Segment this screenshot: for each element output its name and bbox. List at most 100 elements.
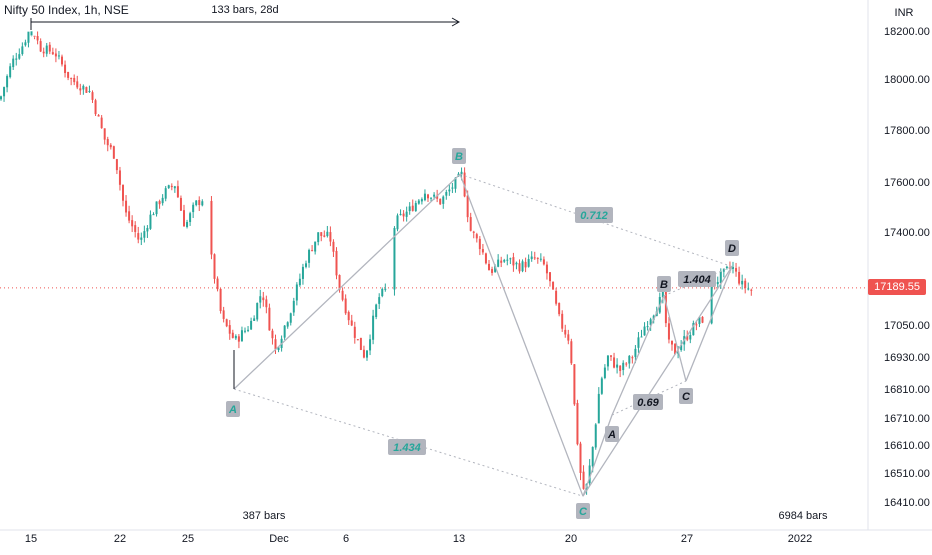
candle-body <box>423 193 426 201</box>
x-tick-label: 22 <box>114 533 126 545</box>
candle-body <box>305 263 307 267</box>
candle-body <box>149 214 152 229</box>
candle-body <box>741 280 744 285</box>
pattern-layer[interactable]: A B C 0.712 1.434 A B C D 0.69 1.404 <box>226 148 739 519</box>
candle-body <box>314 241 317 252</box>
small-ratio-AC-bg[interactable] <box>633 394 663 410</box>
y-tick-label: 18000.00 <box>884 74 930 86</box>
pattern-label-B[interactable]: B <box>455 151 463 163</box>
candle-body <box>164 188 167 199</box>
candle-body <box>247 329 250 331</box>
small-label-A[interactable]: A <box>607 429 616 441</box>
candle-layer <box>0 31 753 495</box>
candle-body <box>91 92 94 100</box>
candle-body <box>320 232 323 236</box>
ratio-label-AC[interactable]: 1.434 <box>393 442 421 454</box>
bars-count-right: 6984 bars <box>779 510 828 522</box>
candle-body <box>521 261 524 272</box>
candle-body <box>646 326 649 328</box>
candle-body <box>430 197 433 199</box>
candle-body <box>738 271 741 284</box>
candle-body <box>375 304 378 317</box>
candle-body <box>109 144 112 148</box>
pattern-label-A[interactable]: A <box>228 404 237 416</box>
symbol-title[interactable]: Nifty 50 Index, 1h, NSE <box>4 3 129 17</box>
small-label-C[interactable]: C <box>682 391 691 403</box>
small-leg-CD <box>685 266 733 382</box>
small-label-B-bg[interactable] <box>657 276 671 292</box>
candle-body <box>268 307 271 331</box>
candle-body <box>588 465 591 484</box>
candle-body <box>488 263 490 271</box>
candle-body <box>472 231 475 233</box>
small-label-D-bg[interactable] <box>725 240 739 256</box>
candle-body <box>173 186 176 189</box>
candle-body <box>155 201 158 215</box>
candle-body <box>362 349 365 358</box>
candle-body <box>619 365 622 371</box>
candle-body <box>106 139 109 146</box>
pattern-label-C-bg[interactable] <box>576 503 590 519</box>
candle-body <box>283 325 286 338</box>
pattern-ratio-line-AC <box>233 388 584 497</box>
candle-body <box>57 55 60 57</box>
candle-body <box>481 249 484 253</box>
candle-body <box>240 330 243 342</box>
ratio-label-BD-bg[interactable] <box>575 207 613 223</box>
candle-body <box>347 312 350 321</box>
candle-body <box>405 211 408 217</box>
candle-body <box>536 257 539 259</box>
candle-body <box>469 217 472 231</box>
y-tick-label: 16930.00 <box>884 352 930 364</box>
small-label-B[interactable]: B <box>660 279 668 291</box>
candle-body <box>210 200 213 255</box>
candle-body <box>222 310 225 319</box>
candle-body <box>570 341 573 364</box>
pattern-label-B-bg[interactable] <box>452 148 466 164</box>
candle-body <box>128 211 131 221</box>
candle-body <box>643 326 646 336</box>
candle-body <box>725 266 728 268</box>
x-tick-label: 15 <box>25 533 37 545</box>
candle-body <box>411 205 414 211</box>
candle-body <box>530 256 533 260</box>
candle-body <box>97 115 100 117</box>
small-label-D[interactable]: D <box>728 243 736 255</box>
pattern-label-A-bg[interactable] <box>226 401 240 417</box>
candle-body <box>112 146 115 159</box>
candle-body <box>61 56 63 65</box>
candle-body <box>51 52 54 55</box>
small-ratio-BD-bg[interactable] <box>678 271 716 287</box>
candle-body <box>24 42 27 46</box>
candle-body <box>326 231 329 237</box>
pattern-label-C[interactable]: C <box>579 506 588 518</box>
candle-body <box>295 284 298 301</box>
candle-body <box>545 264 548 274</box>
candle-body <box>701 316 704 323</box>
candle-body <box>680 345 683 351</box>
candle-body <box>674 343 677 355</box>
candle-body <box>103 128 106 140</box>
ratio-label-AC-bg[interactable] <box>388 439 426 455</box>
small-ratio-AC[interactable]: 0.69 <box>637 397 659 409</box>
ratio-label-BD[interactable]: 0.712 <box>580 210 608 222</box>
candle-body <box>271 330 274 339</box>
price-axis-bg <box>868 0 932 550</box>
candle-body <box>454 177 457 189</box>
candle-body <box>716 281 719 285</box>
small-ratio-BD[interactable]: 1.404 <box>683 274 711 286</box>
y-tick-label: 18200.00 <box>884 26 930 38</box>
candle-body <box>408 206 411 212</box>
candle-body <box>73 77 76 83</box>
small-label-C-bg[interactable] <box>679 388 693 404</box>
x-tick-label: 27 <box>681 533 693 545</box>
bars-span-label: 133 bars, 28d <box>211 4 278 16</box>
y-tick-label: 16510.00 <box>884 468 930 480</box>
candle-body <box>732 267 734 269</box>
small-label-A-bg[interactable] <box>605 426 619 442</box>
candle-body <box>250 320 253 330</box>
candle-body <box>484 253 487 264</box>
candle-body <box>567 334 570 341</box>
